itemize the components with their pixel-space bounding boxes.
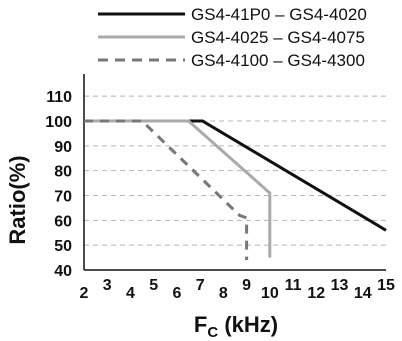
x-axis-ticks: 2 3 4 5 6 7 8 9 10 11 12 13 14 15 [80, 277, 395, 302]
x-tick-label: 14 [354, 285, 372, 302]
grid-lines [84, 95, 386, 246]
y-tick-label: 110 [46, 89, 72, 106]
legend-label-2: GS4-4025 – GS4-4075 [191, 28, 365, 47]
x-tick-label: 12 [307, 285, 325, 302]
y-axis-title: Ratio(%) [5, 155, 30, 244]
y-axis-ticks: 40 50 60 70 80 90 100 110 [45, 89, 72, 280]
series-line-2 [84, 119, 272, 258]
x-tick-label: 6 [172, 285, 181, 302]
x-tick-label: 11 [285, 277, 302, 294]
x-tick-label: 2 [80, 285, 89, 302]
x-tick-label: 13 [331, 277, 349, 294]
y-tick-label: 80 [54, 164, 72, 181]
y-tick-label: 60 [54, 213, 72, 230]
x-axis-title-main: F [194, 312, 207, 337]
y-tick-label: 90 [54, 139, 72, 156]
x-tick-label: 3 [103, 277, 112, 294]
y-tick-label: 100 [45, 114, 72, 131]
x-tick-label: 8 [219, 285, 228, 302]
series-line-3 [84, 119, 249, 261]
y-tick-label: 40 [54, 263, 72, 280]
x-tick-label: 5 [149, 277, 158, 294]
x-axis-title-unit: (kHz) [218, 312, 278, 337]
chart-legend: GS4-41P0 – GS4-4020 GS4-4025 – GS4-4075 GS… [98, 5, 367, 70]
data-series [84, 119, 387, 261]
legend-label-1: GS4-41P0 – GS4-4020 [191, 5, 367, 24]
x-axis-title-subscript: C [207, 324, 218, 341]
x-axis-title: FC (kHz) [194, 312, 278, 341]
x-tick-label: 9 [242, 277, 251, 294]
legend-label-3: GS4-4100 – GS4-4300 [191, 51, 365, 70]
chart-axes [83, 74, 386, 271]
x-tick-label: 10 [261, 285, 279, 302]
series-line-1 [84, 119, 387, 232]
x-tick-label: 15 [377, 277, 395, 294]
y-tick-label: 50 [54, 238, 72, 255]
x-tick-label: 4 [126, 285, 135, 302]
y-tick-label: 70 [54, 188, 72, 205]
x-tick-label: 7 [196, 277, 205, 294]
